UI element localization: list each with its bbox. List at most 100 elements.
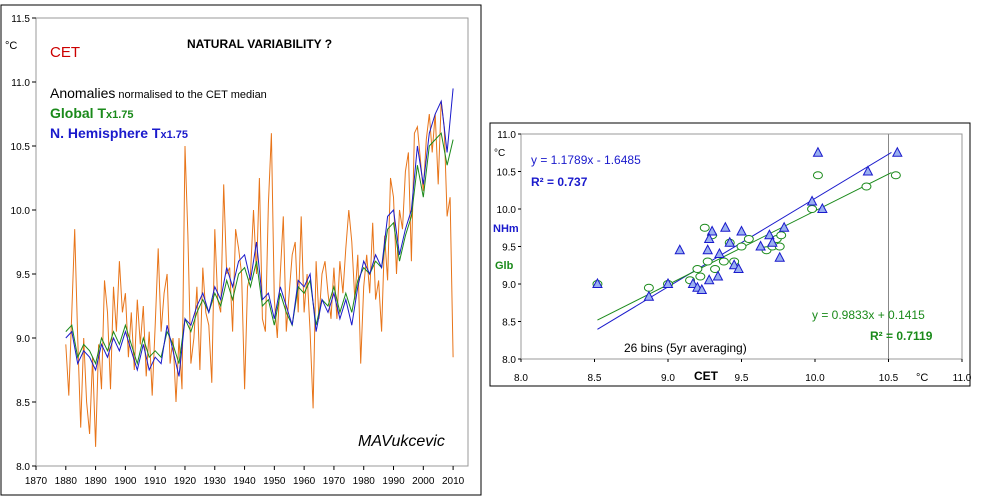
right-x-tick-label: 10.5: [879, 373, 899, 384]
nhm-point: [696, 283, 708, 294]
nhm-point: [891, 146, 903, 157]
ylabel-glb: Glb: [495, 260, 514, 272]
glb-point: [718, 257, 729, 266]
left-y-tick-label: 10.0: [11, 206, 31, 217]
right-y-tick-label: 8.0: [502, 355, 516, 366]
right-x-tick-label: 8.5: [588, 373, 602, 384]
left-x-tick-label: 1900: [114, 476, 137, 487]
glb-point: [807, 205, 818, 213]
nhm-point: [674, 244, 686, 255]
nhm-point: [719, 221, 731, 232]
legend-nh-label: N. Hemisphere T: [50, 125, 161, 141]
cet-label: CET: [50, 44, 80, 61]
left-x-tick-label: 1980: [353, 476, 376, 487]
nhm-point: [774, 251, 786, 262]
legend-nh-sub: x1.75: [160, 129, 188, 141]
nh-series-line: [65, 88, 454, 377]
glb-point: [736, 242, 747, 251]
legend-global-sub: x1.75: [106, 109, 134, 121]
nhm-point: [643, 290, 655, 301]
nhm-point: [778, 221, 790, 232]
nhm-point: [687, 277, 699, 288]
nhm-point: [592, 277, 603, 288]
glb-point: [695, 272, 706, 281]
glb-point: [861, 182, 872, 191]
right-y-tick-label: 8.5: [502, 318, 516, 329]
signature: MAVukcevic: [358, 433, 445, 450]
left-x-axis: 1870 1880 1890 1900 1910 1920 1930 1940 1950 1960…: [25, 466, 465, 487]
left-chart: 8.0 8.5 9.0 9.5 10.0 10.5 11.0 11.5 1870 1880 189…: [0, 4, 482, 496]
left-y-tick-label: 8.0: [16, 462, 30, 473]
r2-nh: R² = 0.737: [531, 175, 588, 189]
nhm-point: [817, 202, 828, 213]
left-y-tick-label: 9.0: [16, 334, 30, 345]
right-y-tick-label: 10.5: [497, 168, 517, 179]
glb-point: [699, 223, 710, 232]
nhm-point: [662, 277, 674, 288]
bins-note: 26 bins (5yr averaging): [624, 341, 747, 355]
nhm-point: [702, 244, 714, 255]
left-x-tick-label: 1990: [382, 476, 405, 487]
glb-point: [776, 231, 787, 240]
right-chart: 8.0 8.5 9.0 9.5 10.0 10.5 11.0 8.0 8.5 9.0 9.5 10.…: [489, 122, 972, 387]
nhm-point: [764, 229, 775, 240]
glb-point: [710, 265, 721, 273]
left-y-tick-label: 11.5: [11, 14, 30, 25]
nhm-point: [862, 165, 874, 176]
nhm-point: [767, 236, 778, 247]
nhm-point: [706, 225, 718, 236]
right-x-tick-label: 9.5: [735, 373, 749, 384]
right-y-tick-label: 10.0: [497, 205, 517, 216]
left-x-tick-label: 2010: [442, 476, 465, 487]
left-x-tick-label: 1870: [25, 476, 48, 487]
left-x-tick-label: 1940: [233, 476, 256, 487]
equation-glb: y = 0.9833x + 0.1415: [812, 308, 925, 322]
glb-point: [702, 257, 713, 266]
right-y-tick-label: 11.0: [497, 130, 516, 141]
left-y-tick-label: 8.5: [16, 398, 30, 409]
left-x-tick-label: 1910: [144, 476, 167, 487]
left-x-tick-label: 1890: [84, 476, 107, 487]
right-xunit: °C: [916, 372, 928, 384]
left-y-tick-label: 9.5: [16, 270, 30, 281]
left-x-tick-label: 1960: [293, 476, 316, 487]
ylabel-nhm: NHm: [493, 223, 519, 235]
nhm-point: [728, 259, 740, 270]
glb-point: [692, 265, 703, 273]
right-x-tick-label: 10.0: [805, 373, 825, 384]
right-y-tick-label: 9.5: [502, 243, 516, 254]
nhm-point: [703, 274, 715, 285]
right-y-axis: 8.0 8.5 9.0 9.5 10.0 10.5 11.0: [497, 130, 521, 366]
nhm-point: [806, 195, 818, 206]
nhm-point: [712, 270, 724, 281]
left-chart-title: NATURAL VARIABILITY ?: [187, 37, 332, 51]
global-series-line: [65, 132, 454, 366]
right-x-tick-label: 11.0: [953, 373, 972, 384]
nhm-point: [733, 262, 744, 273]
glb-point: [890, 171, 901, 180]
right-unit-label: °C: [494, 148, 505, 159]
glb-point: [643, 283, 654, 292]
left-x-tick-label: 1920: [174, 476, 197, 487]
left-x-tick-label: 1880: [55, 476, 78, 487]
note-anomalies: Anomalies normalised to the CET median: [50, 85, 267, 101]
glb-point: [812, 171, 823, 180]
legend-global-label: Global T: [50, 105, 106, 121]
legend-global: Global Tx1.75: [50, 105, 134, 121]
note-anomalies-small: normalised to the CET median: [115, 89, 266, 101]
right-xlabel: CET: [694, 369, 719, 383]
left-x-tick-label: 1930: [204, 476, 227, 487]
nhm-point: [736, 225, 747, 236]
equation-nh: y = 1.1789x - 1.6485: [531, 153, 641, 167]
nhm-point: [724, 236, 736, 247]
left-unit-label: °C: [5, 40, 17, 52]
right-x-tick-label: 8.0: [514, 373, 528, 384]
right-x-axis: 8.0 8.5 9.0 9.5 10.0 10.5 11.0: [514, 134, 972, 384]
right-y-tick-label: 9.0: [502, 280, 516, 291]
left-y-tick-label: 10.5: [11, 142, 31, 153]
nhm-point: [755, 240, 766, 251]
left-x-tick-label: 1950: [263, 476, 286, 487]
legend-nh: N. Hemisphere Tx1.75: [50, 125, 188, 141]
right-x-tick-label: 9.0: [661, 373, 675, 384]
